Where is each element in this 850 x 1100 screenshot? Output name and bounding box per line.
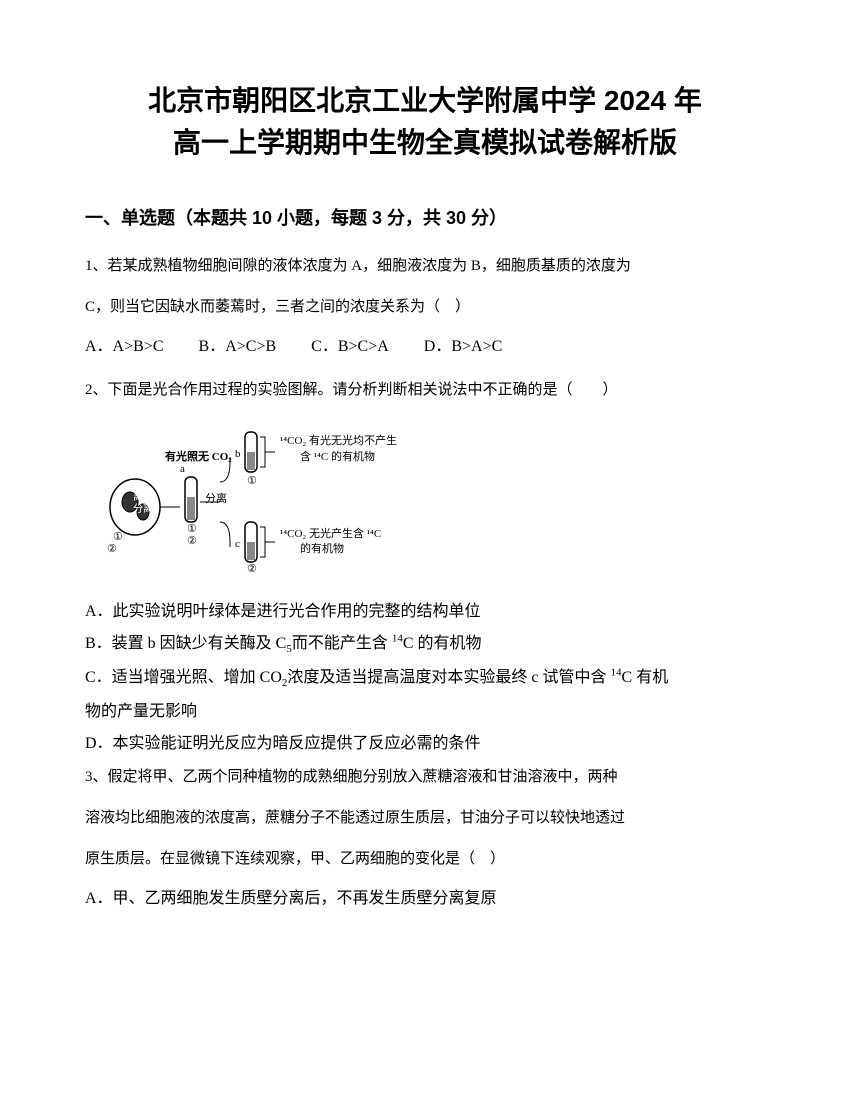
svg-text:①: ① <box>247 475 257 487</box>
diagram-svg: 离心 分离 ① ② ① ② a 有光照无 CO₂ 分离 b ① ¹⁴CO <box>105 422 485 572</box>
svg-text:②: ② <box>247 563 257 572</box>
svg-text:离心: 离心 <box>133 490 153 503</box>
document-title: 北京市朝阳区北京工业大学附属中学 2024 年 高一上学期期中生物全真模拟试卷解… <box>85 80 765 164</box>
question-1-full: 1、若某成熟植物细胞间隙的液体浓度为 A，细胞液浓度为 B，细胞质基质的浓度为 <box>85 250 765 283</box>
title-line-1: 北京市朝阳区北京工业大学附属中学 2024 年 <box>85 80 765 122</box>
q1-option-b: B．A>C>B <box>199 332 277 356</box>
question-3-line3: 原生质层。在显微镜下连续观察，甲、乙两细胞的变化是（ ） <box>85 843 765 876</box>
section-header: 一、单选题（本题共 10 小题，每题 3 分，共 30 分） <box>85 204 765 230</box>
q2-option-b: B．装置 b 因缺少有关酶及 C5而不能产生含 14C 的有机物 <box>85 629 765 655</box>
question-3-line1: 3、假定将甲、乙两个同种植物的成熟细胞分别放入蔗糖溶液和甘油溶液中，两种 <box>85 761 765 794</box>
svg-text:¹⁴CO₂ 有光无光均不产生: ¹⁴CO₂ 有光无光均不产生 <box>280 433 397 447</box>
experiment-diagram: 离心 分离 ① ② ① ② a 有光照无 CO₂ 分离 b ① ¹⁴CO <box>105 422 765 577</box>
svg-text:c: c <box>235 538 240 550</box>
question-2: 2、下面是光合作用过程的实验图解。请分析判断相关说法中不正确的是（ ） <box>85 374 765 407</box>
q1-option-a: A．A>B>C <box>85 332 164 356</box>
svg-text:②: ② <box>107 543 117 555</box>
q1-option-c: C．B>C>A <box>311 332 389 356</box>
q2-option-a: A．此实验说明叶绿体是进行光合作用的完整的结构单位 <box>85 597 765 621</box>
q1-option-d: D．B>A>C <box>424 332 503 356</box>
question-2-text: 下面是光合作用过程的实验图解。请分析判断相关说法中不正确的是（ ） <box>108 382 618 398</box>
svg-text:分离: 分离 <box>205 491 227 505</box>
svg-text:的有机物: 的有机物 <box>300 541 344 555</box>
q2-option-c-line2: 物的产量无影响 <box>85 697 765 721</box>
title-line-2: 高一上学期期中生物全真模拟试卷解析版 <box>85 122 765 164</box>
svg-text:①: ① <box>113 531 123 543</box>
svg-text:b: b <box>235 448 241 460</box>
question-1-line2: C，则当它因缺水而萎蔫时，三者之间的浓度关系为（ ） <box>85 291 765 324</box>
question-3-line2: 溶液均比细胞液的浓度高，蔗糖分子不能透过原生质层，甘油分子可以较快地透过 <box>85 802 765 835</box>
q2-option-c-line1: C．适当增强光照、增加 CO2浓度及适当提高温度对本实验最终 c 试管中含 14… <box>85 663 765 689</box>
svg-text:¹⁴CO₂ 无光产生含 ¹⁴C: ¹⁴CO₂ 无光产生含 ¹⁴C <box>280 526 381 540</box>
svg-text:分离: 分离 <box>133 502 153 515</box>
q3-option-a: A．甲、乙两细胞发生质壁分离后，不再发生质壁分离复原 <box>85 884 765 908</box>
question-1-options: A．A>B>C B．A>C>B C．B>C>A D．B>A>C <box>85 332 765 356</box>
svg-text:含 ¹⁴C 的有机物: 含 ¹⁴C 的有机物 <box>300 449 375 463</box>
svg-text:有光照无 CO₂: 有光照无 CO₂ <box>165 449 232 463</box>
q2-option-d: D．本实验能证明光反应为暗反应提供了反应必需的条件 <box>85 729 765 753</box>
svg-text:②: ② <box>187 535 197 547</box>
svg-text:①: ① <box>187 523 197 535</box>
svg-text:a: a <box>180 463 185 475</box>
